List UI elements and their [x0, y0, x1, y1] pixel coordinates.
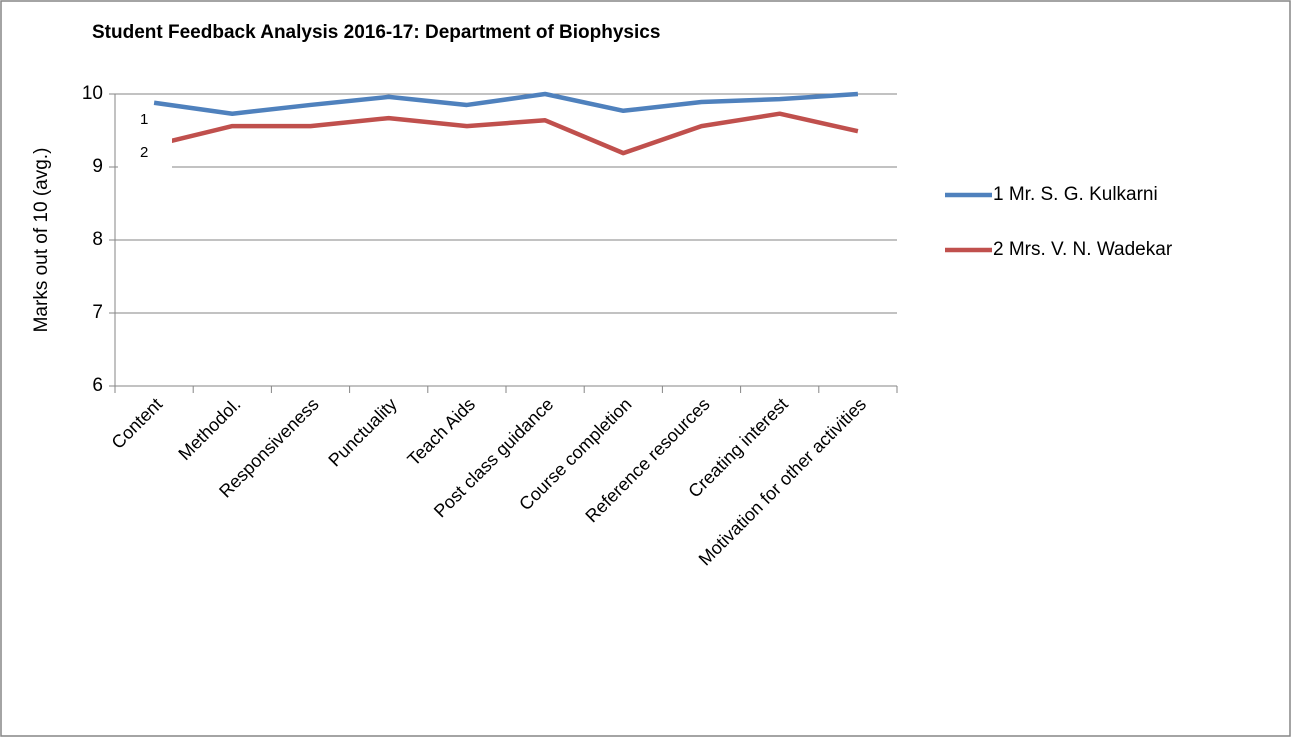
chart-title: Student Feedback Analysis 2016-17: Depar… — [92, 22, 660, 43]
legend-label: 1 Mr. S. G. Kulkarni — [993, 184, 1158, 205]
series-number-label: 2 — [140, 144, 148, 161]
y-tick-label: 10 — [82, 83, 103, 104]
y-axis-label: Marks out of 10 (avg.) — [31, 148, 52, 333]
y-tick-label: 8 — [92, 229, 103, 250]
y-tick-label: 6 — [92, 375, 103, 396]
series-line — [153, 111, 859, 156]
series-line — [153, 91, 859, 116]
series-number-label: 1 — [140, 111, 148, 128]
label-box — [118, 108, 172, 172]
legend-label: 2 Mrs. V. N. Wadekar — [993, 239, 1173, 260]
y-tick-label: 9 — [92, 156, 103, 177]
y-tick-label: 7 — [92, 302, 103, 323]
